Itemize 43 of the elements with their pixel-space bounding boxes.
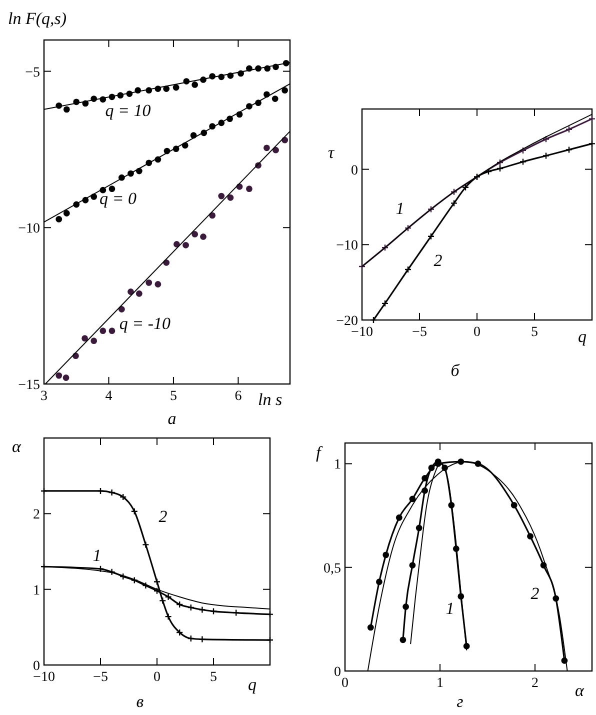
x-tick-label: 5 <box>531 325 538 340</box>
x-tick-label: 6 <box>234 389 242 404</box>
x-axis-title: α <box>575 681 585 700</box>
y-axis-title: α <box>12 437 22 456</box>
annotation: 1 <box>396 198 404 218</box>
y-tick-label: 1 <box>334 458 341 473</box>
text: г <box>456 692 464 711</box>
x-tick-label: 5 <box>170 389 177 404</box>
y-tick-label: −10 <box>18 222 40 237</box>
text: б <box>450 360 460 380</box>
annotation: 1 <box>446 598 454 618</box>
y-axis-title: f <box>316 443 323 462</box>
x-axis-title: ln s <box>258 390 282 409</box>
x-tick-label: 2 <box>532 676 538 691</box>
x-tick-label: −5 <box>93 670 108 685</box>
y-tick-label: 2 <box>33 508 40 523</box>
annotation: q = -10 <box>119 314 172 333</box>
y-tick-label: 0 <box>351 163 358 178</box>
x-tick-label: 0 <box>474 325 480 340</box>
annotation: 2 <box>158 506 168 526</box>
y-tick-label: 1 <box>33 583 40 598</box>
y-axis-title: τ <box>328 143 335 162</box>
y-tick-label: 0 <box>33 659 40 674</box>
y-axis-title: ln F(q,s) <box>8 9 67 28</box>
annotation: 1 <box>92 546 102 565</box>
annotation: q = 0 <box>100 188 137 208</box>
text: а <box>168 408 176 428</box>
y-tick-label: 0,5 <box>324 561 341 576</box>
x-tick-label: −5 <box>412 325 427 340</box>
x-tick-label: 5 <box>210 670 217 685</box>
x-axis-title: q <box>248 675 257 694</box>
text: в <box>136 692 144 711</box>
x-tick-label: 4 <box>105 389 112 404</box>
annotation: q = 10 <box>105 100 152 120</box>
y-tick-label: −15 <box>18 378 40 393</box>
annotation: 2 <box>434 250 443 270</box>
x-tick-label: 1 <box>436 676 444 691</box>
y-tick-label: −5 <box>25 65 40 80</box>
annotation: 2 <box>530 584 540 603</box>
x-tick-label: 0 <box>154 670 160 685</box>
x-axis-title: q <box>578 327 587 346</box>
x-tick-label: 3 <box>40 389 48 404</box>
y-tick-label: −10 <box>336 238 358 254</box>
